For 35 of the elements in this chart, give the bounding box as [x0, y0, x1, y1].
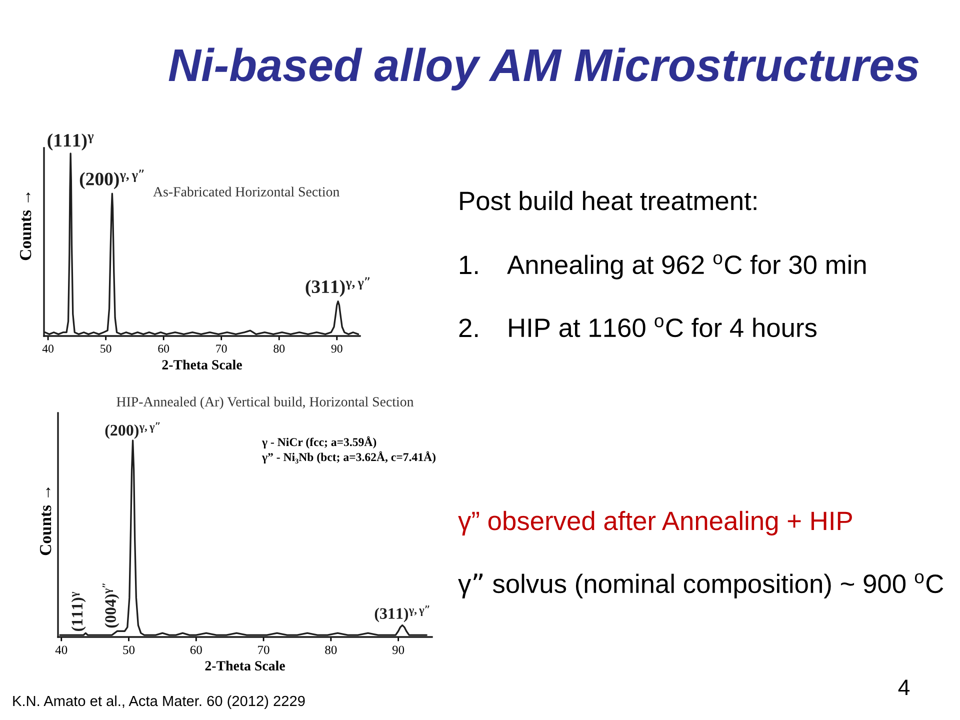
y-axis-title: Counts → [40, 488, 52, 556]
annotation: (004)$^{γ”}$ [102, 584, 120, 628]
x-tick-label: 50 [100, 344, 112, 353]
annotation: (311)$^{γ,γ”}$ [306, 277, 370, 297]
text: K.N. Amato et al., Acta Mater. 60 (2012) 2229 [13, 695, 305, 710]
x-tick-label: 90 [331, 344, 342, 353]
annotation: γ” - Ni₃Nb (bct; a=3.62Å, c=7.41Å) [262, 451, 436, 464]
x-tick-label: 90 [392, 646, 404, 654]
text: γ” solvus (nominal composition) ~ 900 $^{o}$C [458, 573, 944, 598]
x-tick-label: 70 [258, 646, 270, 654]
x-tick-label: 80 [325, 646, 337, 654]
x-tick-label: 60 [190, 646, 202, 654]
annotation: (311)$^{γ,γ”}$ [374, 606, 430, 622]
text: Ni-based alloy AM Microstructures [168, 48, 919, 91]
x-tick-label: 60 [158, 344, 170, 353]
y-axis-title: Counts → [20, 192, 32, 260]
annotation: (111)$^{γ}$ [48, 133, 94, 150]
x-tick-label: 40 [55, 646, 68, 654]
text: 4 [898, 680, 910, 695]
x-axis-title: 2-Theta Scale [162, 360, 242, 370]
text: 2. HIP at 1160 $^{o}$C for 4 hours [459, 317, 816, 338]
text: 1. Annealing at 962 $^{o}$C for 30 min [460, 254, 866, 280]
annotation: (111)$^{γ}$ [71, 592, 86, 631]
x-tick-label: 80 [274, 344, 285, 353]
annotation: γ - NiCr (fcc; a=3.59Å) [262, 436, 376, 449]
text: As-Fabricated Horizontal Section [153, 186, 340, 196]
text: Post build heat treatment: [460, 190, 756, 210]
annotation: (200)$^{γ,γ”}$ [105, 422, 160, 439]
x-tick-label: 70 [216, 344, 227, 353]
x-axis-title: 2-Theta Scale [205, 660, 285, 670]
x-tick-label: 40 [42, 344, 54, 353]
text: γ” observed after Annealing + HIP [458, 510, 852, 536]
annotation: (200)$^{γ,γ”}$ [80, 170, 144, 190]
chart-title: HIP-Annealed (Ar) Vertical build, Horizontal Section [116, 396, 414, 410]
x-tick-label: 50 [123, 646, 135, 654]
